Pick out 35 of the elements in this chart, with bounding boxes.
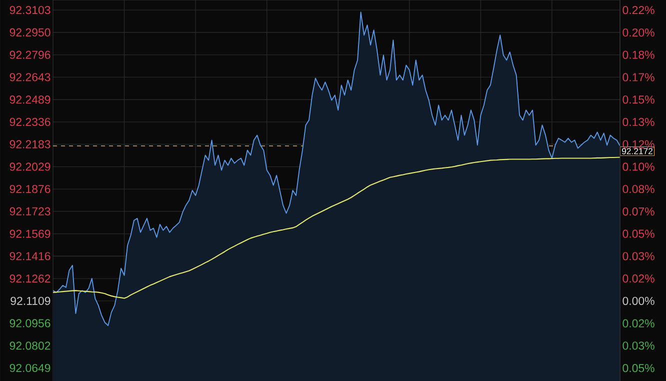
y2-tick-label: 0.03%: [622, 252, 654, 260]
y-tick-label: 92.1262: [10, 274, 50, 283]
y-tick-label: 92.1109: [10, 296, 50, 305]
y-tick-label: 92.1416: [10, 252, 50, 260]
y-tick-label: 92.2796: [10, 50, 50, 59]
y2-tick-label: 0.15%: [622, 95, 654, 104]
y2-tick-label: 0.02%: [622, 274, 654, 283]
ref-line-label: 92.2172: [622, 148, 652, 154]
y2-tick-label: 0.08%: [622, 184, 654, 194]
y2-tick-label: 0.03%: [622, 342, 654, 350]
y2-tick-label: 0.05%: [622, 230, 654, 238]
y2-tick-label: 0.12%: [622, 140, 654, 148]
y-tick-label: 92.3103: [10, 6, 50, 14]
y2-tick-label: 0.22%: [622, 6, 654, 14]
y2-tick-label: 0.17%: [622, 73, 654, 82]
y2-tick-label: 0.00%: [622, 296, 654, 305]
y2-tick-label: 0.07%: [622, 207, 654, 216]
y-tick-label: 92.1569: [10, 230, 50, 238]
y-tick-label: 92.0802: [10, 342, 50, 350]
y2-tick-label: 0.10%: [622, 162, 654, 171]
y-tick-label: 92.2029: [10, 162, 50, 171]
y-tick-label: 92.1876: [10, 184, 50, 194]
y-tick-label: 92.0649: [10, 364, 50, 372]
y-tick-label: 92.1723: [10, 207, 50, 216]
y-tick-label: 92.2489: [10, 96, 50, 104]
y2-tick-label: 0.13%: [622, 118, 654, 126]
y2-tick-label: 0.02%: [622, 319, 654, 328]
y-tick-label: 92.2950: [10, 28, 50, 36]
y2-tick-label: 0.18%: [622, 50, 654, 59]
y-tick-label: 92.2643: [10, 73, 50, 82]
y-tick-label: 92.2336: [10, 118, 50, 126]
y-tick-label: 92.2183: [10, 140, 50, 148]
y2-tick-label: 0.20%: [622, 28, 654, 37]
y-tick-label: 92.0956: [10, 319, 50, 328]
y2-tick-label: 0.05%: [622, 364, 654, 372]
